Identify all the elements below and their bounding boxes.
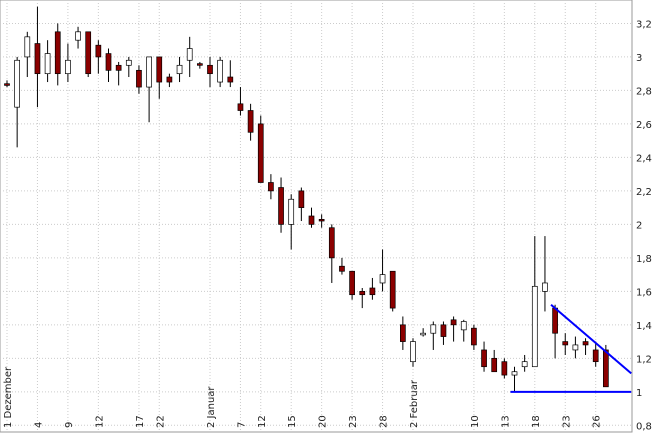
- candle-body: [562, 341, 569, 346]
- candle-body: [146, 56, 152, 88]
- x-tick-label: 4: [33, 422, 44, 428]
- x-tick-label: 20: [318, 415, 329, 428]
- x-tick-label: 17: [135, 415, 146, 428]
- candle-body: [572, 344, 579, 351]
- candle-body: [460, 321, 467, 331]
- candle-body: [471, 327, 477, 346]
- candle-body: [197, 63, 203, 66]
- x-tick-label: 2 Februar: [409, 379, 420, 428]
- candle-body: [125, 59, 132, 66]
- x-tick-label: 18: [531, 415, 542, 428]
- x-tick-label: 9: [64, 422, 75, 428]
- candle-body: [511, 371, 518, 376]
- candle-body: [268, 182, 274, 192]
- y-tick-label: 1: [636, 388, 642, 399]
- candle-body: [592, 349, 599, 363]
- y-tick-label: 1,2: [636, 354, 652, 365]
- candle-body: [136, 69, 142, 88]
- candle-body: [410, 341, 416, 363]
- candle-body: [531, 285, 538, 368]
- candle-body: [207, 64, 213, 75]
- x-tick-label: 26: [592, 415, 603, 428]
- candle-body: [4, 83, 10, 86]
- y-tick-label: 3,2: [636, 19, 652, 30]
- y-tick-label: 2,6: [636, 120, 652, 131]
- y-tick-label: 2,8: [636, 86, 652, 97]
- candle-body: [65, 59, 71, 75]
- candle-body: [379, 274, 386, 284]
- y-tick-label: 2,2: [636, 187, 652, 198]
- candle-body: [481, 349, 487, 368]
- y-tick-label: 0,8: [636, 421, 652, 432]
- candle-body: [186, 48, 193, 61]
- candle-body: [176, 64, 183, 75]
- candle-body: [491, 357, 498, 373]
- candle-body: [521, 361, 528, 368]
- x-tick-label: 10: [470, 415, 481, 428]
- candle-body: [34, 43, 41, 75]
- candle-body: [389, 270, 396, 309]
- candle-body: [308, 215, 315, 225]
- x-tick-label: 22: [155, 415, 166, 428]
- x-tick-label: 12: [94, 415, 105, 428]
- candle-body: [166, 76, 173, 83]
- x-tick-label: 2 Januar: [206, 386, 217, 428]
- candle-body: [602, 349, 609, 388]
- trend-line: [550, 303, 632, 375]
- candle-body: [227, 76, 234, 83]
- x-tick-label: 23: [348, 415, 359, 428]
- candle-body: [24, 36, 31, 58]
- candle-body: [85, 31, 92, 75]
- y-tick-label: 1,6: [636, 287, 652, 298]
- candle-body: [217, 59, 223, 83]
- candle-body: [54, 31, 61, 75]
- y-tick-label: 1,8: [636, 254, 652, 265]
- y-tick-label: 3: [636, 53, 642, 64]
- candle-body: [328, 227, 335, 259]
- candle-body: [298, 190, 305, 208]
- candle-body: [105, 53, 112, 71]
- candle-body: [552, 307, 558, 334]
- candle-body: [75, 31, 81, 41]
- x-tick-label: 28: [379, 415, 390, 428]
- x-tick-label: 7: [236, 422, 247, 428]
- x-tick-label: 13: [500, 415, 511, 428]
- y-tick-label: 1,4: [636, 321, 652, 332]
- candle-body: [288, 198, 295, 225]
- candle-body: [420, 332, 426, 336]
- candle-body: [501, 361, 508, 376]
- candle-body: [44, 53, 51, 75]
- plot-area: [0, 0, 633, 433]
- x-tick-label: 15: [287, 415, 298, 428]
- x-tick-label: 1 Dezember: [3, 366, 14, 428]
- candle-body: [14, 59, 20, 108]
- candle-body: [450, 319, 457, 326]
- candle-body: [257, 123, 264, 183]
- y-tick-label: 2,4: [636, 153, 652, 164]
- candle-body: [349, 270, 355, 296]
- candle-body: [582, 341, 589, 346]
- candle-body: [318, 218, 325, 222]
- candle-body: [278, 187, 284, 225]
- candle-body: [115, 64, 122, 71]
- candle-body: [247, 110, 254, 133]
- candle-body: [156, 56, 163, 83]
- candle-body: [369, 287, 376, 296]
- candle-body: [95, 44, 102, 58]
- candle-body: [400, 324, 406, 342]
- y-tick-label: 2: [636, 220, 642, 231]
- candle-body: [542, 282, 548, 292]
- candle-body: [430, 324, 437, 334]
- candle-body: [237, 103, 244, 111]
- candle-body: [359, 290, 366, 296]
- candle-body: [440, 324, 447, 337]
- x-tick-label: 12: [257, 415, 268, 428]
- candle-body: [339, 265, 345, 272]
- x-tick-label: 23: [561, 415, 572, 428]
